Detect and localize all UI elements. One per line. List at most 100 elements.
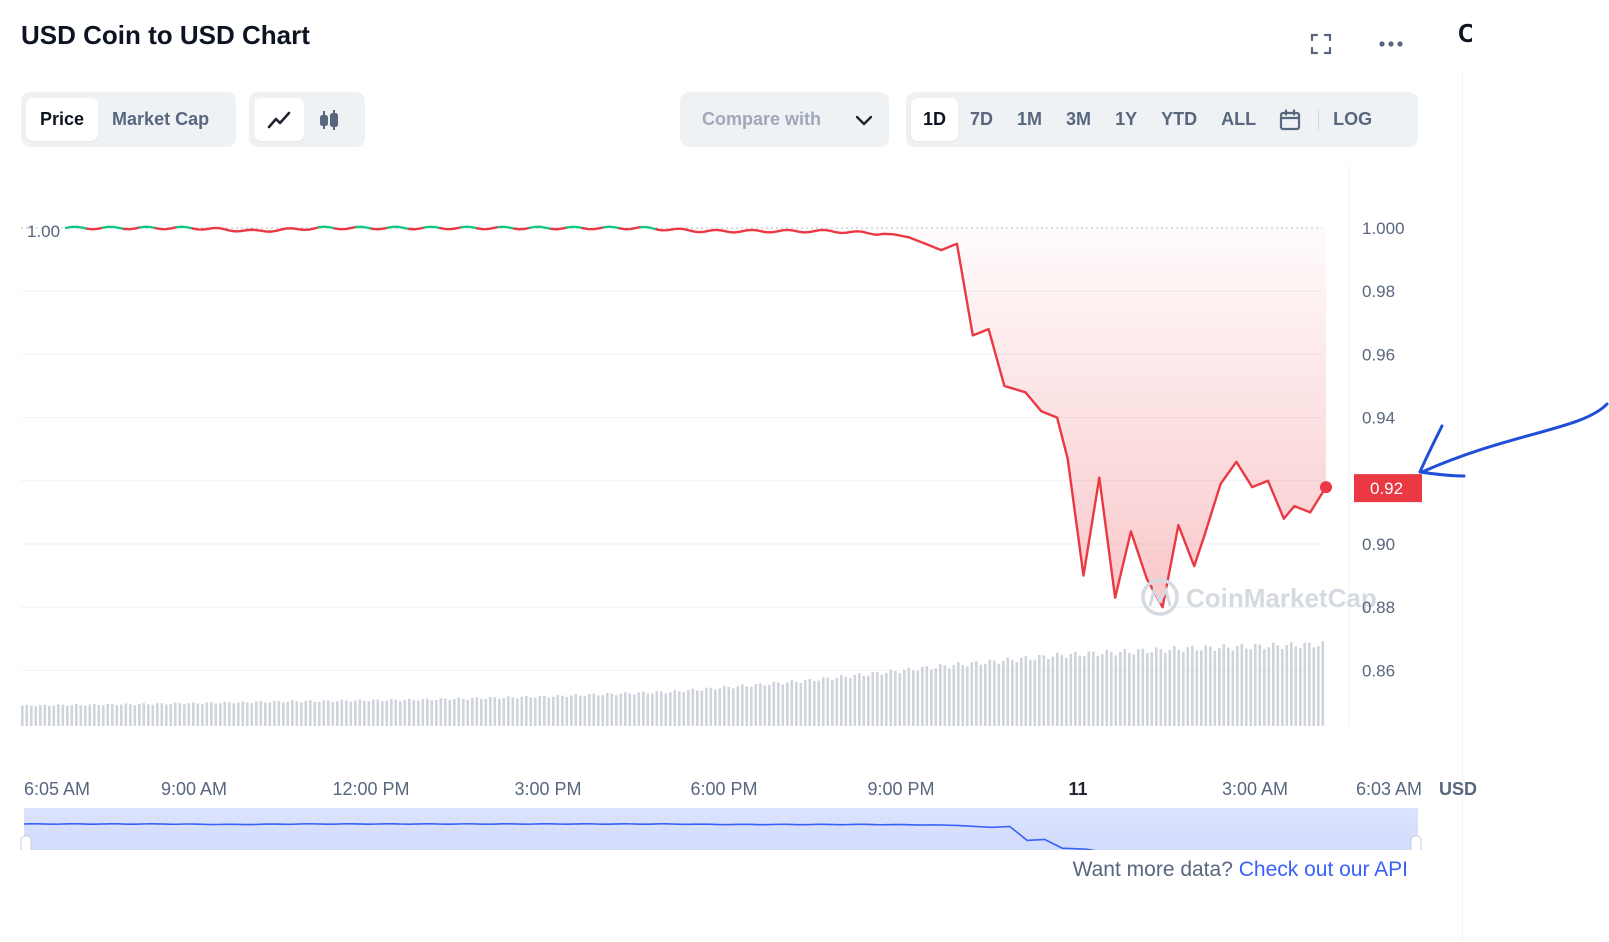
volume-bar — [777, 682, 780, 726]
volume-bar — [1281, 649, 1284, 726]
tab-price[interactable]: Price — [26, 98, 99, 141]
price-line — [655, 227, 1328, 609]
volume-bar — [264, 702, 267, 726]
volume-bar — [444, 698, 447, 726]
volume-bar — [592, 693, 596, 726]
volume-bar — [1060, 655, 1064, 726]
volume-bar — [75, 704, 78, 726]
volume-bar — [678, 691, 681, 726]
calendar-button[interactable] — [1268, 98, 1312, 141]
volume-bar — [331, 701, 335, 726]
navigator-handle[interactable] — [1410, 835, 1422, 850]
volume-bar — [1186, 647, 1190, 726]
volume-bar — [372, 699, 375, 726]
range-1y[interactable]: 1Y — [1115, 109, 1138, 129]
volume-bar — [988, 659, 992, 726]
price-chart[interactable]: CoinMarketCap 1.000 0.98 0.96 0.94 0.92 0.90 0… — [0, 150, 1609, 850]
volume-bar — [493, 697, 497, 726]
volume-bar — [1132, 654, 1136, 726]
volume-bar — [1168, 649, 1172, 726]
range-ytd[interactable]: YTD — [1161, 109, 1198, 129]
volume-bar — [768, 684, 771, 726]
volume-bar — [129, 704, 132, 726]
range-1m[interactable]: 1M — [1017, 109, 1043, 129]
compare-dropdown[interactable]: Compare with — [680, 92, 889, 147]
tab-market-cap[interactable]: Market Cap — [112, 109, 210, 129]
volume-bar — [651, 693, 654, 726]
volume-bar — [664, 693, 668, 726]
volume-bar — [1204, 645, 1208, 726]
price-line — [101, 225, 126, 231]
volume-bar — [1290, 642, 1293, 726]
volume-bar — [885, 672, 888, 726]
price-line — [549, 226, 569, 231]
volume-bar — [1096, 655, 1100, 726]
volume-bar — [655, 691, 659, 726]
volume-bar — [1312, 647, 1316, 726]
volume-bar — [1024, 656, 1028, 726]
volume-bar — [606, 693, 609, 726]
range-all[interactable]: ALL — [1221, 109, 1257, 129]
volume-bar — [1200, 650, 1203, 726]
volume-bar — [322, 700, 326, 726]
volume-bar — [336, 701, 339, 726]
volume-bar — [786, 682, 789, 726]
volume-bar — [246, 702, 249, 726]
volume-bar — [822, 677, 825, 726]
volume-bar — [948, 668, 951, 726]
price-line — [639, 225, 658, 231]
api-link[interactable]: Check out our API — [1238, 858, 1408, 881]
navigator-background — [24, 808, 1418, 850]
price-line — [407, 226, 426, 231]
range-3m[interactable]: 3M — [1066, 109, 1092, 129]
volume-bar — [147, 704, 150, 726]
volume-bar — [1317, 646, 1320, 726]
volume-bar — [642, 691, 645, 726]
volume-bar — [853, 674, 857, 726]
volume-bar — [70, 705, 74, 726]
volume-bar — [601, 695, 605, 726]
volume-bar — [1182, 651, 1185, 726]
volume-bar — [646, 693, 650, 726]
volume-bar — [313, 701, 317, 726]
volume-bar — [975, 661, 978, 726]
volume-bar — [660, 691, 663, 726]
watermark-logo-icon — [1141, 578, 1179, 616]
volume-bar — [300, 702, 303, 726]
price-line — [565, 225, 584, 230]
candlestick-button[interactable] — [304, 98, 354, 141]
volume-bar — [732, 688, 735, 726]
more-horizontal-icon[interactable] — [1373, 28, 1409, 60]
volume-bar — [934, 668, 938, 726]
volume-bar — [111, 703, 114, 726]
volume-bar — [340, 699, 344, 726]
volume-bar — [894, 671, 897, 726]
volume-bar — [210, 702, 213, 726]
fullscreen-icon[interactable] — [1303, 28, 1339, 60]
volume-bar — [1272, 642, 1275, 726]
volume-bar — [439, 698, 443, 726]
volume-bar — [448, 700, 452, 726]
volume-bar — [1213, 650, 1217, 726]
log-toggle[interactable]: LOG — [1333, 109, 1373, 129]
price-line — [386, 225, 410, 231]
navigator-handle[interactable] — [20, 835, 32, 850]
volume-bar — [475, 697, 479, 726]
volume-bar — [583, 696, 587, 726]
volume-bar — [1218, 648, 1221, 726]
volume-bar — [561, 695, 564, 726]
volume-bar — [552, 696, 555, 726]
volume-bar — [1011, 660, 1014, 726]
volume-bar — [480, 698, 483, 726]
range-1d[interactable]: 1D — [911, 98, 959, 141]
volume-bar — [1209, 646, 1212, 726]
line-chart-button[interactable] — [254, 98, 304, 141]
range-7d[interactable]: 7D — [970, 109, 994, 129]
volume-bar — [529, 697, 533, 726]
volume-bar — [723, 685, 726, 726]
volume-bar — [669, 692, 672, 726]
volume-bar — [736, 686, 740, 726]
range-separator — [1318, 108, 1320, 131]
volume-bar — [570, 695, 573, 726]
calendar-icon — [1279, 108, 1301, 130]
